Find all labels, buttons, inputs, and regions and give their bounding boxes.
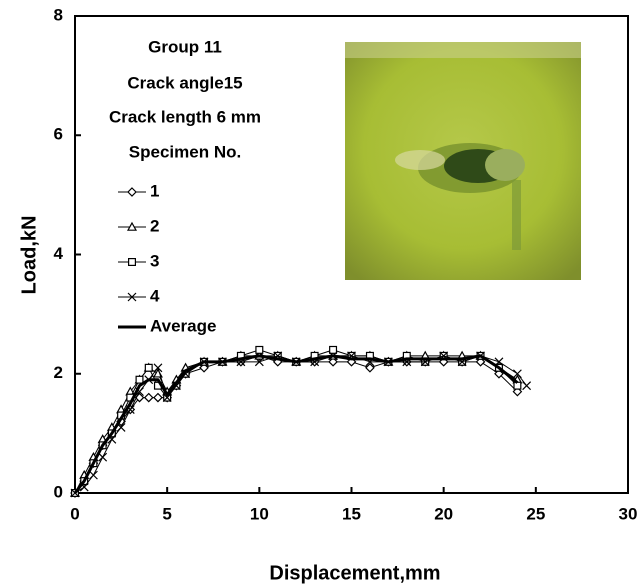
marker bbox=[153, 363, 163, 373]
marker bbox=[162, 393, 172, 403]
x-tick-label: 10 bbox=[250, 504, 269, 523]
marker bbox=[512, 369, 522, 379]
marker bbox=[143, 392, 154, 403]
y-axis-label: Load,kN bbox=[18, 216, 40, 295]
x-axis-label: Displacement,mm bbox=[269, 562, 440, 584]
marker bbox=[144, 363, 153, 372]
legend-label: 1 bbox=[150, 181, 159, 200]
x-tick-label: 20 bbox=[434, 504, 453, 523]
marker bbox=[522, 381, 532, 391]
marker bbox=[135, 375, 144, 384]
x-tick-label: 30 bbox=[619, 504, 638, 523]
x-tick-label: 15 bbox=[342, 504, 361, 523]
legend-label: Average bbox=[150, 316, 216, 335]
marker bbox=[98, 452, 108, 462]
y-tick-label: 2 bbox=[54, 363, 63, 382]
photo-inset bbox=[345, 42, 581, 280]
legend-marker bbox=[126, 221, 138, 231]
series-line bbox=[74, 355, 528, 494]
series-line bbox=[74, 349, 518, 494]
marker bbox=[365, 362, 375, 373]
marker bbox=[329, 345, 338, 354]
x-tick-label: 5 bbox=[162, 504, 171, 523]
y-tick-label: 8 bbox=[54, 5, 63, 24]
y-tick-label: 0 bbox=[54, 482, 63, 501]
marker bbox=[513, 381, 522, 390]
marker bbox=[254, 357, 264, 367]
legend-marker bbox=[127, 292, 137, 302]
x-tick-label: 0 bbox=[70, 504, 79, 523]
marker bbox=[153, 392, 163, 403]
x-tick-label: 25 bbox=[526, 504, 545, 523]
annotation: Crack length 6 mm bbox=[109, 107, 261, 126]
y-tick-label: 4 bbox=[54, 244, 64, 263]
legend-marker bbox=[127, 187, 137, 197]
legend-label: 3 bbox=[150, 251, 159, 270]
y-tick-label: 6 bbox=[54, 125, 63, 144]
annotation: Specimen No. bbox=[129, 142, 241, 161]
legend-label: 4 bbox=[150, 286, 160, 305]
annotation: Crack angle15 bbox=[127, 73, 242, 92]
series-line bbox=[73, 354, 519, 494]
legend-label: 2 bbox=[150, 216, 159, 235]
marker bbox=[255, 345, 264, 354]
marker bbox=[328, 356, 338, 367]
legend-marker bbox=[128, 258, 137, 267]
annotation: Group 11 bbox=[148, 37, 222, 56]
marker bbox=[89, 470, 98, 480]
